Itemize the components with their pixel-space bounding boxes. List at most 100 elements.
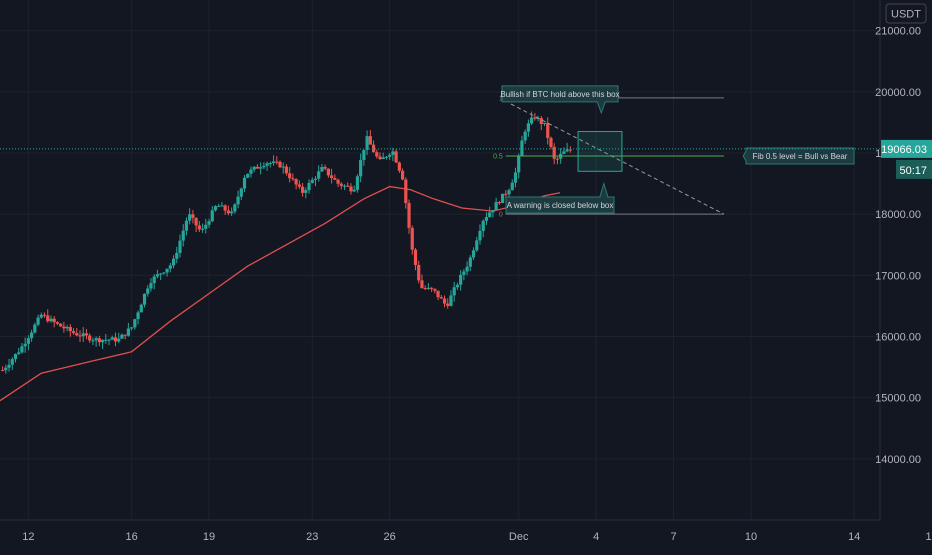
- candle[interactable]: [500, 193, 505, 204]
- candle[interactable]: [91, 337, 95, 346]
- candle[interactable]: [413, 247, 418, 271]
- candle[interactable]: [471, 247, 476, 261]
- candle[interactable]: [194, 217, 198, 233]
- candle[interactable]: [323, 164, 327, 171]
- candle[interactable]: [523, 129, 527, 144]
- support-box[interactable]: [577, 131, 623, 172]
- candle[interactable]: [107, 338, 111, 346]
- candle[interactable]: [113, 332, 118, 347]
- currency-badge[interactable]: [885, 3, 927, 24]
- candle[interactable]: [223, 204, 227, 215]
- candle[interactable]: [126, 322, 130, 337]
- candle[interactable]: [359, 153, 363, 183]
- candle[interactable]: [117, 332, 121, 343]
- candle[interactable]: [491, 209, 495, 218]
- candle[interactable]: [430, 287, 434, 292]
- candle[interactable]: [517, 153, 521, 179]
- candle[interactable]: [120, 333, 124, 339]
- dashed-trendline[interactable]: [510, 103, 725, 215]
- candle[interactable]: [46, 309, 50, 323]
- candle[interactable]: [239, 187, 243, 200]
- candle[interactable]: [188, 208, 192, 225]
- candle[interactable]: [259, 162, 263, 175]
- candle[interactable]: [171, 255, 176, 269]
- candle[interactable]: [165, 268, 169, 277]
- candle[interactable]: [255, 164, 260, 169]
- candle[interactable]: [394, 149, 398, 164]
- candle[interactable]: [452, 281, 456, 302]
- candle[interactable]: [568, 146, 572, 153]
- candle[interactable]: [200, 223, 205, 233]
- candle[interactable]: [384, 155, 389, 160]
- candle[interactable]: [213, 205, 218, 212]
- candle[interactable]: [271, 155, 276, 166]
- candle[interactable]: [236, 190, 240, 209]
- candle[interactable]: [100, 339, 105, 349]
- candle[interactable]: [510, 179, 514, 191]
- candle[interactable]: [539, 115, 543, 131]
- candle[interactable]: [484, 212, 489, 226]
- callout-warning[interactable]: A warning is closed below box: [505, 181, 615, 214]
- candle[interactable]: [404, 177, 408, 209]
- candle[interactable]: [97, 335, 101, 347]
- candle[interactable]: [497, 200, 501, 205]
- candle[interactable]: [210, 205, 214, 223]
- candle[interactable]: [249, 166, 253, 178]
- candle[interactable]: [320, 164, 324, 173]
- candle[interactable]: [207, 218, 211, 228]
- candle[interactable]: [555, 156, 560, 165]
- candle[interactable]: [220, 202, 224, 207]
- candle[interactable]: [388, 153, 392, 161]
- candle[interactable]: [217, 203, 221, 207]
- candle[interactable]: [346, 182, 350, 188]
- candle[interactable]: [68, 324, 72, 337]
- candle[interactable]: [281, 162, 285, 174]
- candle[interactable]: [133, 318, 137, 330]
- candle[interactable]: [465, 261, 469, 276]
- candle[interactable]: [420, 274, 424, 289]
- candle[interactable]: [313, 176, 318, 187]
- candle[interactable]: [459, 270, 463, 291]
- candle[interactable]: [181, 224, 185, 247]
- candle[interactable]: [159, 272, 163, 281]
- candle[interactable]: [546, 117, 550, 145]
- candle[interactable]: [226, 205, 230, 216]
- candle[interactable]: [81, 327, 85, 342]
- candle[interactable]: [62, 321, 66, 333]
- candle[interactable]: [149, 278, 153, 292]
- candle[interactable]: [23, 337, 27, 353]
- candle[interactable]: [230, 207, 234, 216]
- candle[interactable]: [330, 168, 334, 184]
- candle[interactable]: [381, 152, 385, 160]
- candle[interactable]: [191, 210, 195, 224]
- candle[interactable]: [310, 177, 314, 184]
- candle[interactable]: [233, 203, 237, 214]
- candle[interactable]: [439, 294, 443, 299]
- candle[interactable]: [291, 173, 295, 181]
- candle[interactable]: [10, 357, 14, 371]
- candle[interactable]: [549, 136, 553, 150]
- candle[interactable]: [152, 274, 156, 290]
- candle[interactable]: [410, 225, 414, 255]
- candle[interactable]: [142, 293, 147, 308]
- candle[interactable]: [365, 130, 369, 155]
- candle[interactable]: [39, 312, 43, 319]
- candle[interactable]: [300, 182, 305, 197]
- candle[interactable]: [71, 328, 76, 335]
- candle[interactable]: [371, 140, 376, 153]
- candle[interactable]: [494, 197, 498, 211]
- candle[interactable]: [20, 342, 24, 354]
- candle[interactable]: [168, 262, 172, 273]
- candle[interactable]: [246, 173, 250, 179]
- candle[interactable]: [488, 206, 492, 218]
- candle[interactable]: [278, 160, 282, 169]
- candle[interactable]: [507, 188, 511, 198]
- candle[interactable]: [349, 183, 353, 195]
- candle[interactable]: [42, 312, 47, 318]
- candle[interactable]: [288, 167, 292, 183]
- candle[interactable]: [268, 161, 272, 168]
- candle[interactable]: [4, 364, 8, 374]
- candle[interactable]: [562, 147, 566, 155]
